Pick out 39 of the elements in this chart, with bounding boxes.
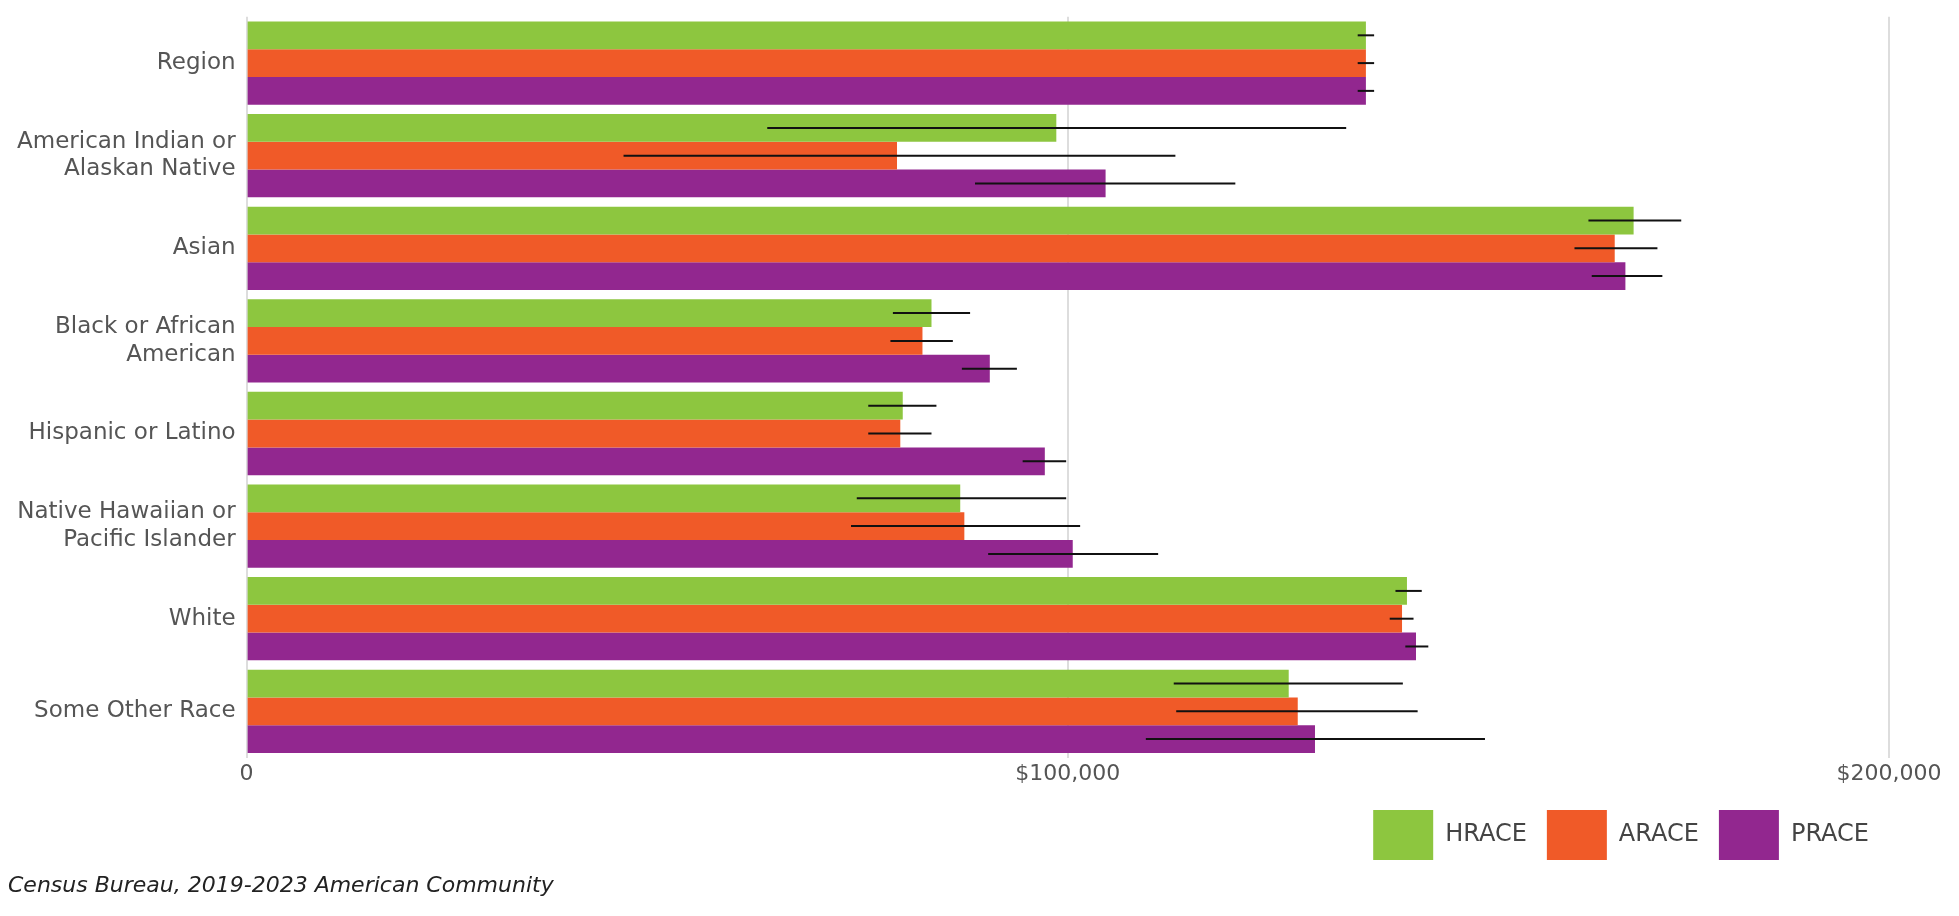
bar	[247, 669, 1289, 698]
bar	[247, 354, 990, 383]
bar	[247, 632, 1416, 661]
bar	[247, 262, 1626, 290]
bar	[247, 327, 923, 355]
bar	[247, 512, 965, 540]
bar	[247, 391, 903, 420]
x-tick-label: $200,000	[1836, 759, 1942, 785]
bar	[247, 697, 1298, 726]
bar	[247, 419, 901, 448]
y-tick-label: Region	[156, 48, 236, 75]
bar	[247, 206, 1634, 235]
bar	[247, 725, 1315, 753]
bar	[247, 21, 1366, 50]
bar	[247, 234, 1615, 263]
text: Census Bureau, 2019-2023 American Community	[8, 872, 554, 897]
y-tick-label: Native Hawaiian or Pacific Islander	[17, 497, 237, 551]
x-tick-label: 0	[239, 759, 254, 785]
y-tick-label: Some Other Race	[34, 696, 236, 723]
legend-label: HRACE	[1445, 819, 1527, 848]
y-tick-label: Black or African American	[55, 312, 236, 366]
bar	[247, 447, 1045, 476]
x-tick-label: $100,000	[1015, 759, 1121, 785]
bar	[247, 577, 1407, 605]
bar	[247, 114, 1057, 142]
legend-label: ARACE	[1618, 819, 1699, 848]
bar	[247, 169, 1106, 198]
y-tick-label: American Indian or Alaskan Native	[17, 126, 237, 181]
y-tick-label: Hispanic or Latino	[28, 418, 236, 445]
bar	[247, 484, 961, 513]
bar	[247, 539, 1073, 568]
y-tick-label: Asian	[172, 233, 236, 260]
bar	[247, 299, 932, 328]
legend-label: PRACE	[1790, 819, 1869, 848]
bar	[247, 76, 1366, 105]
bar	[247, 604, 1403, 633]
y-tick-label: White	[168, 603, 236, 630]
bar	[247, 49, 1366, 77]
bar	[247, 141, 898, 170]
